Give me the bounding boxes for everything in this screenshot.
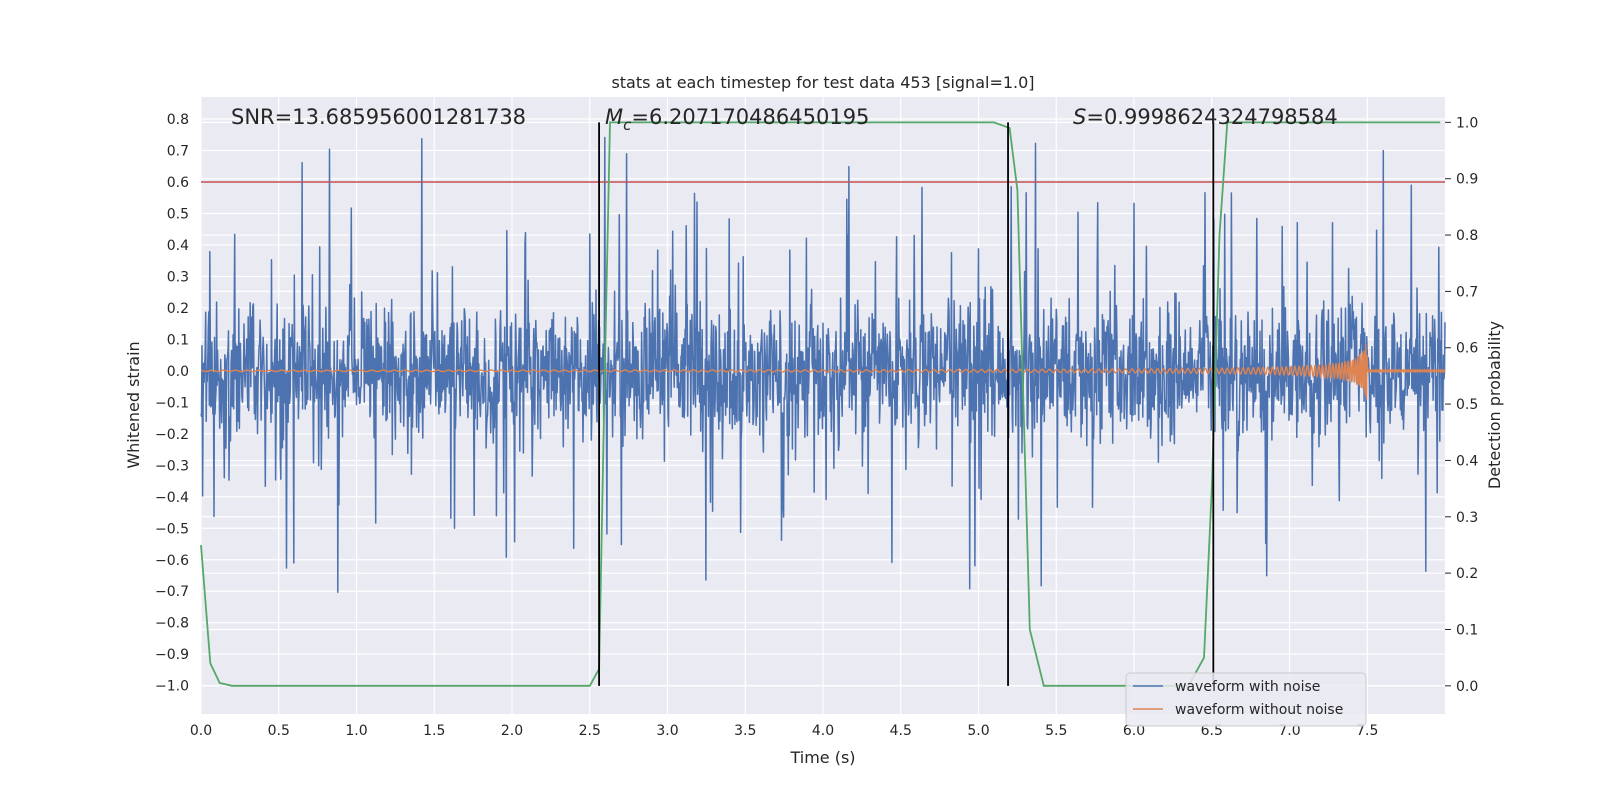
chirp-mass-symbol: M — [605, 105, 623, 129]
x-tick-label: 7.0 — [1278, 723, 1300, 739]
y-tick-label: −0.3 — [155, 458, 189, 474]
x-tick-label: 1.5 — [423, 723, 445, 739]
y2-tick-label: 0.4 — [1456, 453, 1478, 469]
probability-series — [200, 121, 1441, 687]
y2-tick-label: 0.0 — [1456, 679, 1478, 695]
spin-symbol: S — [1073, 105, 1086, 129]
y-tick-label: −0.1 — [155, 395, 189, 411]
x-tick-label: 6.5 — [1201, 723, 1223, 739]
noisy-waveform-line — [200, 136, 1446, 594]
y-tick-label: 0.3 — [167, 269, 189, 285]
y2-tick-label: 0.3 — [1456, 510, 1478, 526]
y2-tick-label: 1.0 — [1456, 115, 1478, 131]
x-tick-label: 0.5 — [268, 723, 290, 739]
x-tick-label: 4.0 — [812, 723, 834, 739]
legend-box — [1125, 672, 1367, 727]
y-tick-label: 0.6 — [167, 175, 189, 191]
y-tick-label: 0.0 — [167, 364, 189, 380]
strain-series — [200, 136, 1446, 594]
y-tick-label: −0.2 — [155, 427, 189, 443]
y-tick-label: 0.8 — [167, 112, 189, 128]
legend-label-noisy: waveform with noise — [1175, 679, 1320, 695]
snr-annotation: SNR=13.685956001281738 — [231, 105, 526, 129]
y-tick-label: 0.4 — [167, 238, 189, 254]
y2-tick-label: 0.1 — [1456, 622, 1478, 638]
y2-tick-label: 0.5 — [1456, 397, 1478, 413]
y2-tick-label: 0.2 — [1456, 566, 1478, 582]
detection-probability-line — [200, 121, 1441, 687]
x-tick-label: 3.5 — [734, 723, 756, 739]
x-tick-label: 6.0 — [1123, 723, 1145, 739]
y2-tick-label: 0.7 — [1456, 284, 1478, 300]
chirp-mass-annotation: Mc=6.207170486450195 — [605, 105, 869, 134]
y-tick-label: 0.5 — [167, 206, 189, 222]
y-tick-label: −0.6 — [155, 553, 189, 569]
chirp-mass-value: =6.207170486450195 — [631, 105, 869, 129]
spin-value: =0.9998624324798584 — [1086, 105, 1337, 129]
legend-label-clean: waveform without noise — [1175, 702, 1343, 718]
chirp-mass-subscript: c — [623, 116, 632, 134]
legend: waveform with noise waveform without noi… — [1125, 672, 1367, 727]
x-tick-label: 3.0 — [656, 723, 678, 739]
x-tick-label: 7.5 — [1356, 723, 1378, 739]
tick-labels: 0.0 0.5 1.0 1.5 2.0 2.5 3.0 3.5 4.0 4.5 5.0 5.5 6.0 6… — [155, 112, 1478, 739]
x-axis-label: Time (s) — [789, 748, 855, 767]
y-tick-label: −0.7 — [155, 584, 189, 600]
y-tick-label: −0.8 — [155, 616, 189, 632]
y2-tick-label: 0.6 — [1456, 341, 1478, 357]
y2-tick-label: 0.8 — [1456, 228, 1478, 244]
y2-axis-label: Detection probability — [1485, 321, 1504, 489]
chart-title: stats at each timestep for test data 453… — [611, 73, 1034, 92]
x-tick-label: 5.5 — [1045, 723, 1067, 739]
y-tick-label: −0.5 — [155, 521, 189, 537]
spin-annotation: S=0.9998624324798584 — [1073, 105, 1338, 129]
y-tick-label: 0.7 — [167, 144, 189, 160]
x-tick-label: 0.0 — [190, 723, 212, 739]
x-tick-label: 2.0 — [501, 723, 523, 739]
y-tick-label: 0.2 — [167, 301, 189, 317]
y-tick-label: −1.0 — [155, 679, 189, 695]
y-tick-label: 0.1 — [167, 332, 189, 348]
y-axis-label: Whitened strain — [124, 341, 143, 468]
y-tick-label: −0.9 — [155, 647, 189, 663]
y2-tick-label: 0.9 — [1456, 172, 1478, 188]
y-tick-label: −0.4 — [155, 490, 189, 506]
x-tick-label: 4.5 — [890, 723, 912, 739]
x-tick-label: 2.5 — [579, 723, 601, 739]
x-tick-label: 5.0 — [967, 723, 989, 739]
vertical-markers — [598, 122, 1215, 686]
x-tick-label: 1.0 — [345, 723, 367, 739]
clean-waveform-line — [200, 344, 1446, 400]
